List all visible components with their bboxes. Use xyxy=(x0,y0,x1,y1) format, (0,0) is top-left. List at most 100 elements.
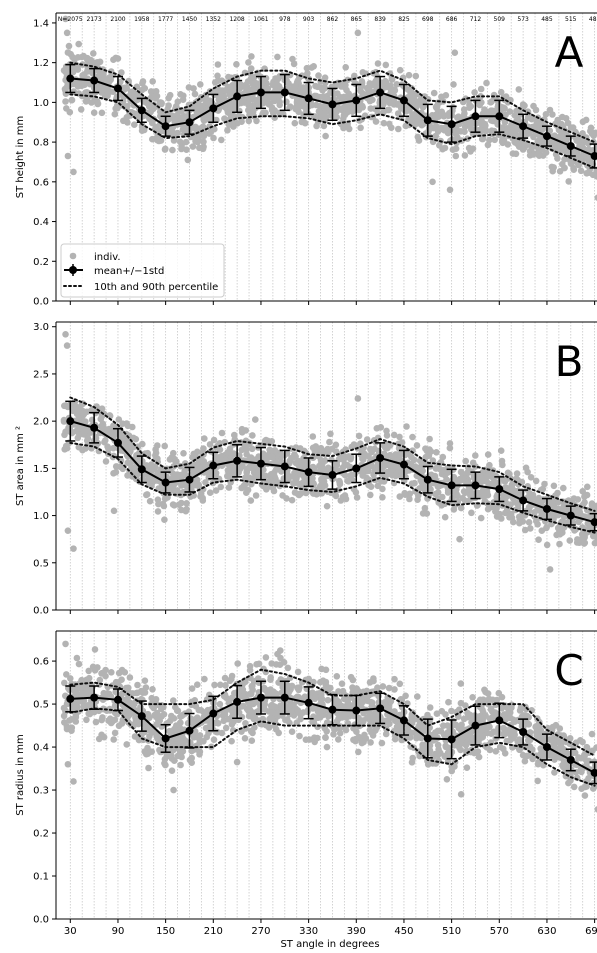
indiv-point xyxy=(406,495,413,503)
indiv-point xyxy=(84,54,91,62)
indiv-point xyxy=(532,477,540,485)
indiv-point xyxy=(203,708,210,716)
mean-marker xyxy=(161,122,170,131)
indiv-point xyxy=(124,119,131,126)
indiv-point xyxy=(390,431,398,439)
indiv-point xyxy=(425,748,433,755)
mean-marker xyxy=(471,481,480,490)
indiv-point xyxy=(350,441,358,448)
indiv-point xyxy=(497,88,505,96)
indiv-point xyxy=(277,647,284,654)
indiv-point xyxy=(79,446,86,454)
indiv-point xyxy=(112,468,120,476)
indiv-point xyxy=(543,524,550,532)
indiv-point xyxy=(432,465,440,472)
indiv-point xyxy=(421,504,429,512)
indiv-point xyxy=(321,74,329,81)
indiv-point xyxy=(355,748,362,756)
indiv-point xyxy=(224,109,232,116)
indiv-point xyxy=(413,118,421,126)
indiv-point xyxy=(177,739,185,747)
indiv-point xyxy=(560,484,567,492)
indiv-point xyxy=(321,725,329,732)
indiv-point xyxy=(575,518,582,526)
indiv-point xyxy=(246,706,254,714)
indiv-point xyxy=(324,696,332,704)
indiv-point xyxy=(556,527,563,535)
x-axis-label: ST angle in degrees xyxy=(280,939,379,950)
indiv-point xyxy=(268,453,276,461)
indiv-point xyxy=(385,705,393,713)
indiv-point xyxy=(302,736,310,743)
indiv-point xyxy=(188,754,195,762)
indiv-point xyxy=(92,433,99,441)
y-tick-label: 0.0 xyxy=(33,297,49,308)
indiv-point xyxy=(535,494,543,502)
indiv-point xyxy=(367,491,374,499)
indiv-point xyxy=(157,748,164,756)
indiv-point xyxy=(119,716,127,724)
indiv-point xyxy=(314,83,321,91)
indiv-point xyxy=(98,405,106,413)
indiv-point xyxy=(526,743,534,750)
error-bar xyxy=(541,125,552,147)
indiv-point xyxy=(408,714,415,721)
indiv-point xyxy=(190,85,197,92)
y-tick-label: 0.6 xyxy=(33,177,49,188)
error-bar xyxy=(446,105,457,143)
indiv-point xyxy=(509,150,517,157)
indiv-point xyxy=(258,78,266,86)
indiv-point xyxy=(224,449,231,456)
indiv-point xyxy=(396,452,403,460)
indiv-point xyxy=(262,654,270,661)
indiv-point xyxy=(393,81,401,88)
mean-marker xyxy=(66,694,75,703)
indiv-point xyxy=(513,107,520,115)
indiv-point xyxy=(225,484,233,491)
indiv-point xyxy=(238,118,245,125)
indiv-point xyxy=(170,137,178,144)
indiv-point xyxy=(200,445,207,452)
indiv-point xyxy=(161,516,168,523)
indiv-point xyxy=(298,118,306,126)
mean-marker xyxy=(590,152,597,161)
indiv-point xyxy=(439,453,447,461)
indiv-point xyxy=(534,760,542,768)
indiv-point xyxy=(200,116,207,123)
indiv-point xyxy=(476,696,484,704)
indiv-point xyxy=(347,453,355,460)
indiv-point xyxy=(395,125,402,133)
indiv-point xyxy=(380,119,388,127)
indiv-point xyxy=(73,64,81,71)
indiv-point xyxy=(174,707,182,714)
indiv-point xyxy=(62,98,69,105)
indiv-point xyxy=(516,707,524,714)
indiv-point xyxy=(374,482,382,490)
indiv-point xyxy=(582,757,590,764)
indiv-point xyxy=(66,108,74,116)
indiv-point xyxy=(145,764,152,772)
y-tick-label: 1.0 xyxy=(33,511,49,522)
indiv-point xyxy=(457,128,465,135)
error-bar xyxy=(351,453,362,484)
indiv-point xyxy=(180,450,187,457)
indiv-point xyxy=(286,457,294,465)
mean-marker xyxy=(66,74,75,83)
indiv-point xyxy=(450,81,457,88)
indiv-point xyxy=(452,152,460,160)
y-axis-label: ST area in mm ² xyxy=(15,426,26,506)
indiv-point xyxy=(593,502,597,510)
indiv-point xyxy=(234,660,241,667)
indiv-point xyxy=(384,470,392,478)
indiv-point xyxy=(391,675,398,683)
indiv-point xyxy=(457,737,465,745)
indiv-point xyxy=(111,716,119,724)
indiv-point xyxy=(184,156,192,164)
mean-marker xyxy=(328,100,337,109)
indiv-point xyxy=(379,494,386,501)
indiv-point xyxy=(381,462,388,470)
indiv-point xyxy=(296,732,303,740)
indiv-point xyxy=(581,751,589,759)
indiv-point xyxy=(533,728,540,736)
indiv-point xyxy=(459,98,467,106)
